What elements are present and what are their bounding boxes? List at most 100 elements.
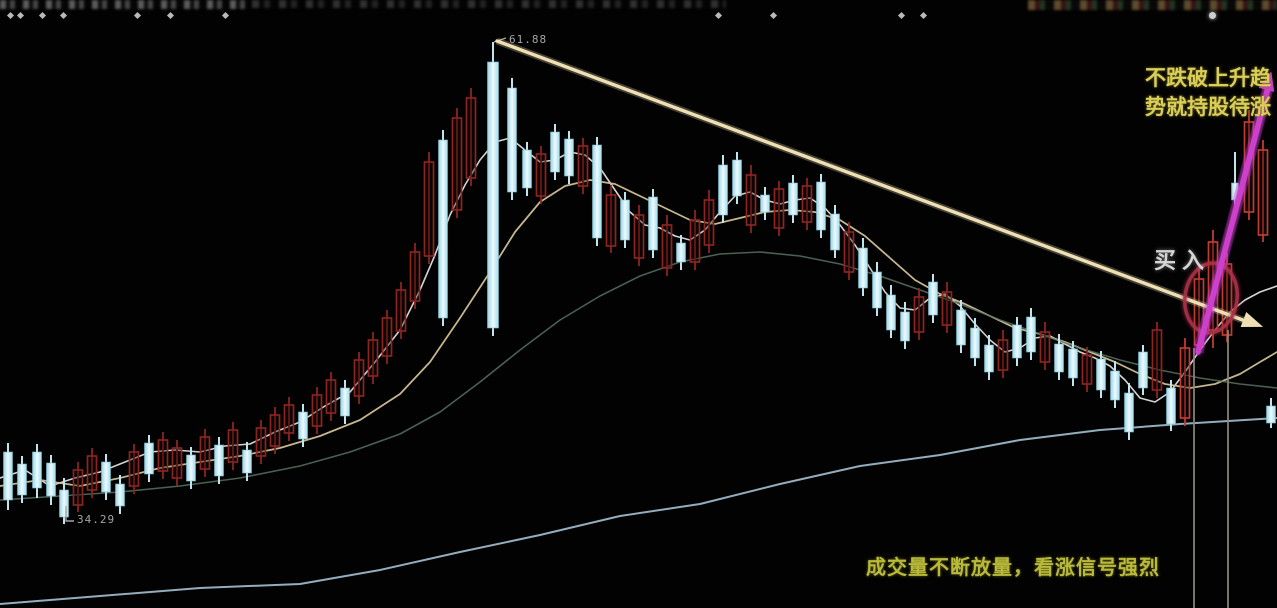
toolbar-blur-middle xyxy=(252,0,726,8)
candle-body-up xyxy=(941,291,953,326)
candle-body-up xyxy=(325,379,337,414)
candlesticks xyxy=(3,42,1276,524)
candle-body-up xyxy=(773,188,785,229)
buy-label: 买入 xyxy=(1154,249,1211,274)
buy-arrow-line xyxy=(1195,85,1271,355)
candle-body-down xyxy=(340,387,350,417)
peak-price-label: 61.88 xyxy=(509,33,548,46)
trend-annotation-text: 不跌破上升趋 势就持股待涨 xyxy=(1145,66,1271,119)
candle-body-up xyxy=(801,185,813,223)
candle-body-down xyxy=(17,463,27,496)
toolbar-blur-left xyxy=(0,0,248,9)
candle-body-down xyxy=(886,294,896,331)
buy-arrowhead-icon xyxy=(1258,71,1275,92)
candle-body-up xyxy=(843,231,855,273)
downtrend-arrowhead-icon xyxy=(1240,312,1264,328)
candle-body-down xyxy=(620,199,630,241)
buy-circle xyxy=(1183,261,1239,335)
candle-body-up xyxy=(72,469,84,506)
candle-body-down xyxy=(1266,405,1276,424)
candle-body-down xyxy=(872,271,882,309)
low-pointer-bracket xyxy=(65,506,74,522)
marker-dot-icon xyxy=(1209,12,1216,19)
candle-body-up xyxy=(423,161,435,257)
candle-body-down xyxy=(732,159,742,197)
candle-body-down xyxy=(816,181,826,231)
candle-body-up xyxy=(605,194,617,247)
candle-body-up xyxy=(465,97,477,179)
candle-body-down xyxy=(3,451,13,501)
candle-body-down xyxy=(298,411,308,440)
candle-body-down xyxy=(928,281,938,316)
candle-body-down xyxy=(1026,316,1036,353)
drawn-annotations xyxy=(65,37,1275,608)
candle-body-up xyxy=(353,359,365,397)
candle-body-down xyxy=(676,242,686,263)
candle-body-up xyxy=(171,447,183,479)
candle-body-down xyxy=(507,87,517,193)
candle-body-down xyxy=(1166,387,1176,425)
candle-body-down xyxy=(592,144,602,239)
candle-body-up xyxy=(409,251,421,302)
candle-body-up xyxy=(451,117,463,211)
volume-annotation-text: 成交量不断放量，看涨信号强烈 xyxy=(866,555,1160,579)
candle-body-down xyxy=(1054,343,1064,373)
candle-body-down xyxy=(101,461,111,493)
candle-body-down xyxy=(186,454,196,482)
candle-body-down xyxy=(830,213,840,251)
candle-body-up xyxy=(367,339,379,377)
ma-mid-tan xyxy=(0,179,1277,487)
candle-body-up xyxy=(199,436,211,470)
candle-body-up xyxy=(269,414,281,447)
candle-body-down xyxy=(1110,370,1120,401)
candle-body-down xyxy=(1068,348,1078,379)
candle-body-down xyxy=(1096,358,1106,391)
candle-body-down xyxy=(648,196,658,251)
candle-body-up xyxy=(128,451,140,487)
candle-body-down xyxy=(788,182,798,216)
candle-body-up xyxy=(689,219,701,263)
candle-body-up xyxy=(1081,354,1093,385)
candle-body-up xyxy=(577,145,589,187)
candle-body-up xyxy=(227,429,239,463)
candle-body-down xyxy=(59,489,69,518)
low-price-label: 34.29 xyxy=(77,513,116,526)
ma-long-steelblue xyxy=(0,417,1277,605)
candle-body-down xyxy=(1124,392,1134,433)
candle-body-up xyxy=(703,199,715,246)
downtrend-line xyxy=(495,39,1250,324)
toolbar-blur-right xyxy=(1028,0,1277,10)
candle-body-down xyxy=(970,327,980,359)
ma-fast-white xyxy=(0,137,1277,487)
candle-body-down xyxy=(1138,351,1148,389)
candle-body-down xyxy=(900,311,910,342)
candle-body-down xyxy=(487,61,499,329)
candle-body-down xyxy=(718,164,728,216)
candle-body-up xyxy=(661,224,673,269)
candle-body-up xyxy=(1039,331,1051,363)
candle-body-up xyxy=(283,404,295,434)
candle-body-up xyxy=(633,214,645,259)
candle-body-up xyxy=(157,439,169,472)
candle-body-down xyxy=(760,194,770,213)
candle-body-up xyxy=(913,296,925,333)
candle-body-up xyxy=(1151,329,1163,391)
candle-body-down xyxy=(1012,324,1022,359)
candle-body-down xyxy=(956,309,966,346)
candle-body-up xyxy=(997,339,1009,371)
candle-body-up xyxy=(1257,149,1269,236)
candle-body-down xyxy=(438,139,448,319)
candle-body-down xyxy=(984,344,994,373)
candle-body-down xyxy=(564,138,574,177)
candle-body-up xyxy=(745,174,757,226)
candle-body-up xyxy=(311,394,323,427)
candle-body-down xyxy=(242,449,252,474)
candle-body-up xyxy=(255,427,267,457)
candle-body-down xyxy=(32,451,42,489)
candle-body-down xyxy=(214,444,224,477)
candle-body-down xyxy=(550,131,560,173)
candle-body-down xyxy=(144,442,154,475)
candle-body-down xyxy=(858,247,868,289)
